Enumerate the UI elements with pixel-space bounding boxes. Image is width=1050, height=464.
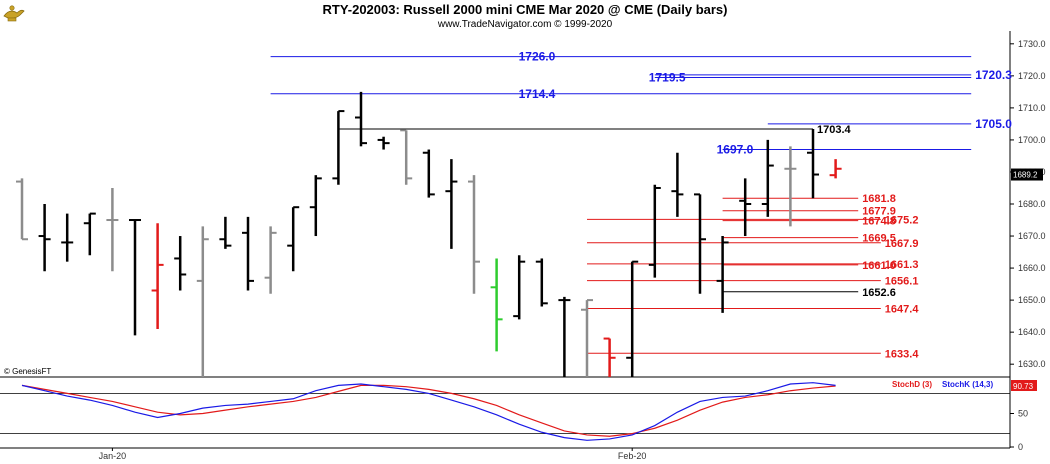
date-tick-label: Feb-20 xyxy=(618,451,647,461)
price-tick-label: 1630.0 xyxy=(1018,359,1046,369)
level-label: 1720.3 xyxy=(975,68,1012,82)
price-tick-label: 1710.0 xyxy=(1018,103,1046,113)
stochastic-panel: StochD (3) StochK (14,3) xyxy=(0,380,1010,441)
ohlc-bar xyxy=(287,206,300,272)
level-label: 1703.4 xyxy=(817,124,852,136)
price-axis: 1630.01640.01650.01660.01670.01680.01690… xyxy=(1010,39,1046,369)
ohlc-bar xyxy=(761,139,774,217)
ohlc-bar xyxy=(648,184,661,278)
price-tick-label: 1730.0 xyxy=(1018,39,1046,49)
level-label: 1681.8 xyxy=(862,193,896,205)
ohlc-bar xyxy=(829,159,842,179)
level-label: 1661.3 xyxy=(885,259,919,271)
ohlc-bar xyxy=(174,236,187,291)
current-price-badge: 1689.2 xyxy=(1011,168,1043,181)
ohlc-bar xyxy=(671,152,684,217)
ohlc-bar xyxy=(264,226,277,294)
ohlc-bar xyxy=(716,236,729,313)
svg-text:90.73: 90.73 xyxy=(1013,382,1034,391)
ohlc-bar xyxy=(807,129,819,199)
ohlc-bar xyxy=(83,212,96,256)
level-label: 1669.5 xyxy=(862,233,896,245)
stochastic-axis: 0 50 xyxy=(1010,409,1028,452)
level-label: 1677.9 xyxy=(862,206,896,218)
stoch-k-legend: StochK (14,3) xyxy=(942,380,993,389)
level-label: 1714.4 xyxy=(519,87,556,101)
ohlc-bar xyxy=(784,146,797,227)
ohlc-bar xyxy=(535,258,548,307)
date-tick-label: Jan-20 xyxy=(99,451,127,461)
price-tick-label: 1680.0 xyxy=(1018,199,1046,209)
date-axis: Jan-20 Feb-20 xyxy=(99,448,647,461)
level-label: 1667.9 xyxy=(885,238,919,250)
level-label: 1656.1 xyxy=(885,276,919,288)
level-label: 1674.8 xyxy=(862,216,896,228)
ohlc-bar xyxy=(445,159,458,249)
genie-lamp-icon xyxy=(3,5,25,22)
ohlc-bar xyxy=(16,178,28,241)
level-label: 1633.4 xyxy=(885,348,920,360)
ohlc-bar xyxy=(309,175,322,237)
ohlc-bar xyxy=(626,260,639,377)
stoch-tick-label: 50 xyxy=(1018,409,1028,419)
stoch-d-legend: StochD (3) xyxy=(892,380,932,389)
level-label: 1726.0 xyxy=(519,50,556,64)
level-label: 1652.6 xyxy=(862,287,896,299)
price-tick-label: 1660.0 xyxy=(1018,263,1046,273)
ohlc-bar xyxy=(468,175,480,294)
ohlc-bar xyxy=(332,110,345,185)
ohlc-bar xyxy=(581,299,593,377)
stoch-tick-label: 0 xyxy=(1018,442,1023,452)
price-tick-label: 1670.0 xyxy=(1018,231,1046,241)
price-tick-label: 1640.0 xyxy=(1018,327,1046,337)
svg-text:1689.2: 1689.2 xyxy=(1013,171,1038,180)
ohlc-bar xyxy=(355,91,367,147)
price-tick-label: 1700.0 xyxy=(1018,135,1046,145)
price-tick-label: 1720.0 xyxy=(1018,71,1046,81)
ohlc-bar xyxy=(242,216,254,291)
ohlc-bar xyxy=(106,187,119,272)
price-bars xyxy=(16,91,842,377)
ohlc-bar xyxy=(422,149,435,198)
ohlc-bar xyxy=(558,296,571,377)
level-label: 1697.0 xyxy=(717,143,754,157)
ohlc-bar xyxy=(513,255,526,320)
ohlc-bar xyxy=(38,204,51,272)
stoch-series-line xyxy=(21,382,836,441)
ohlc-bar xyxy=(603,337,616,377)
chart-title: RTY-202003: Russell 2000 mini CME Mar 20… xyxy=(322,2,727,17)
level-label: 1719.5 xyxy=(649,70,686,84)
ohlc-bar xyxy=(129,219,141,336)
price-panel-frame xyxy=(0,31,1011,448)
ohlc-bar xyxy=(196,226,209,377)
level-label: 1675.2 xyxy=(885,214,919,226)
price-tick-label: 1650.0 xyxy=(1018,295,1046,305)
level-label: 1705.0 xyxy=(975,117,1012,131)
ohlc-bar xyxy=(400,129,413,185)
level-label: 1661.0 xyxy=(862,260,896,272)
ohlc-bar xyxy=(377,136,390,150)
ohlc-bar xyxy=(219,216,232,249)
ohlc-bar xyxy=(739,178,752,237)
ohlc-bar xyxy=(694,193,706,294)
ohlc-bar xyxy=(151,223,164,329)
stoch-value-badge: 90.73 xyxy=(1011,380,1037,391)
watermark: © GenesisFT xyxy=(4,367,51,376)
chart-subtitle: www.TradeNavigator.com © 1999-2020 xyxy=(437,19,613,30)
price-levels: 1726.0 1720.3 1719.5 1714.4 1705.0 1703.4 1697… xyxy=(270,50,1012,360)
level-label: 1647.4 xyxy=(885,303,920,315)
stoch-series-line xyxy=(21,384,836,437)
ohlc-bar xyxy=(490,258,503,352)
ohlc-bar xyxy=(61,213,74,262)
